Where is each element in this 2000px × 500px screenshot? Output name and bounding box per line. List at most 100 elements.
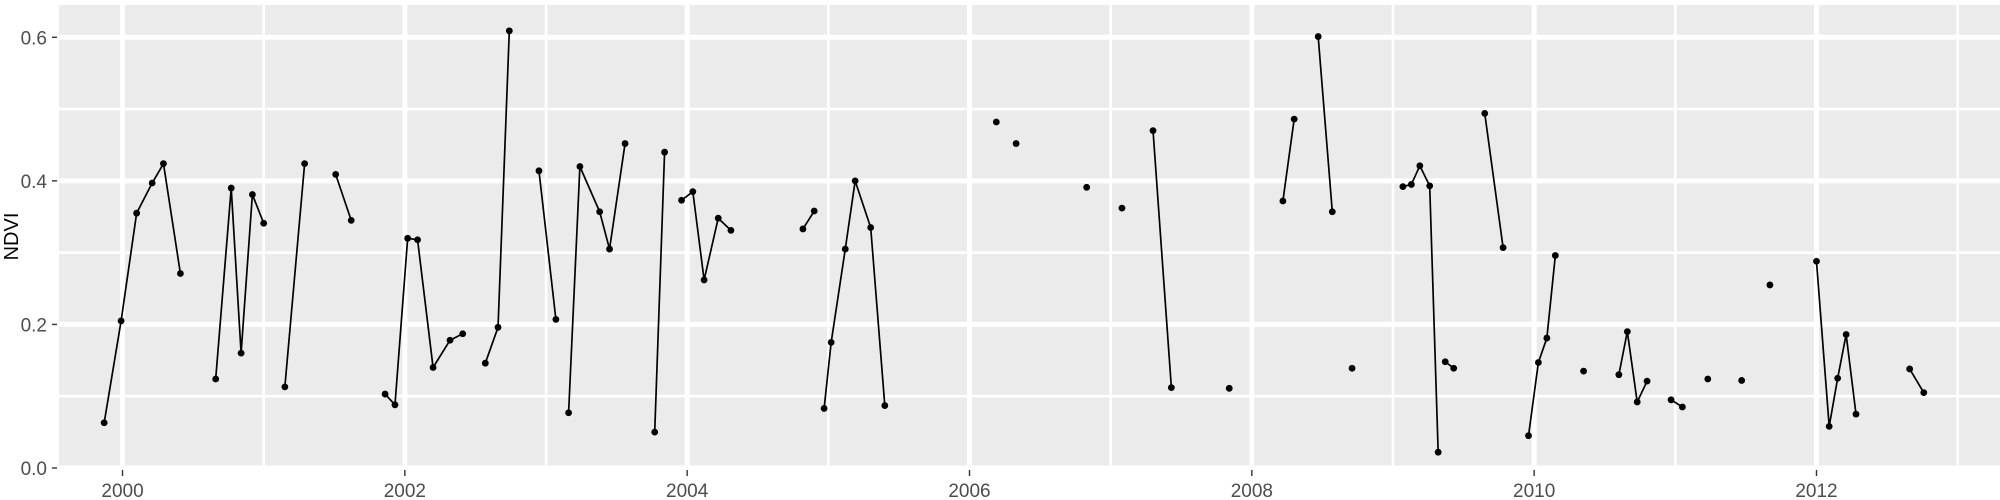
data-point — [117, 317, 125, 325]
data-point — [332, 171, 340, 178]
data-point — [1399, 183, 1407, 191]
y-axis: 0.0 0.2 0.4 0.6 — [21, 28, 57, 480]
data-point — [1450, 364, 1458, 372]
data-point — [820, 405, 828, 412]
data-point — [1543, 334, 1551, 342]
data-point — [535, 167, 543, 175]
data-point — [1499, 244, 1507, 252]
x-axis-tick-label: 2002 — [384, 481, 426, 500]
data-point — [494, 323, 502, 331]
data-point — [1279, 197, 1287, 205]
data-point — [1328, 208, 1336, 216]
x-axis-tick-label: 2008 — [1231, 481, 1273, 500]
data-point — [881, 402, 889, 409]
series-line — [103, 162, 182, 424]
data-point — [651, 428, 659, 436]
data-point — [1667, 396, 1675, 404]
data-point — [148, 179, 156, 187]
data-point — [1842, 331, 1850, 338]
data-point — [281, 383, 289, 391]
data-point — [391, 401, 399, 409]
data-point — [621, 140, 629, 147]
data-point — [100, 419, 108, 427]
data-point — [1534, 359, 1542, 366]
x-axis-tick-label: 2012 — [1795, 481, 1837, 500]
data-point — [381, 390, 389, 398]
data-point — [1118, 204, 1126, 212]
data-point — [260, 219, 268, 227]
series-line — [1483, 112, 1504, 249]
y-axis-tick-label: 0.0 — [21, 459, 47, 480]
data-point — [1825, 422, 1833, 430]
series-line — [1152, 129, 1173, 389]
data-point — [714, 214, 722, 222]
data-point — [1766, 281, 1774, 289]
data-point — [827, 338, 835, 346]
panel-background-group — [59, 5, 2000, 468]
data-point — [678, 196, 685, 204]
data-point — [1407, 181, 1415, 188]
data-point — [1441, 358, 1449, 366]
x-axis-tick-label: 2010 — [1513, 481, 1555, 500]
data-point — [301, 160, 309, 168]
series-line — [538, 169, 557, 321]
data-point — [1416, 162, 1424, 170]
data-point — [1314, 33, 1322, 40]
x-axis: 2000 2002 2004 2006 2008 2010 2012 — [101, 470, 1838, 500]
data-point — [565, 409, 572, 417]
data-point — [347, 216, 355, 224]
data-point — [1426, 182, 1434, 190]
data-point — [1852, 410, 1860, 418]
data-point — [1643, 377, 1651, 385]
data-point — [661, 148, 668, 156]
data-point — [446, 336, 454, 344]
data-point — [689, 188, 697, 196]
x-axis-tick-label: 2006 — [948, 481, 990, 500]
data-point — [1551, 252, 1559, 259]
data-point — [1906, 365, 1914, 373]
x-axis-tick-label: 2004 — [666, 481, 709, 500]
x-axis-tick-label: 2000 — [101, 481, 143, 500]
data-point — [1012, 140, 1020, 147]
data-point — [1920, 389, 1928, 397]
plot-panel-background — [59, 5, 2000, 468]
data-point — [414, 236, 421, 244]
data-point — [1738, 377, 1746, 384]
series-line — [284, 162, 306, 388]
data-point — [606, 245, 613, 253]
y-axis-tick-label: 0.4 — [21, 172, 48, 193]
data-point — [727, 227, 735, 234]
major-gridlines — [59, 5, 2000, 471]
data-point — [1167, 384, 1175, 391]
y-axis-title: NDVI — [1, 213, 23, 261]
y-axis-tick-label: 0.2 — [21, 315, 47, 336]
data-point — [505, 27, 513, 35]
series-line — [653, 151, 666, 433]
data-point — [867, 224, 875, 231]
series-line — [823, 180, 886, 410]
data-point — [133, 209, 141, 217]
data-point — [429, 364, 437, 371]
data-point — [992, 118, 1000, 126]
y-axis-tick-label: 0.6 — [21, 28, 47, 49]
data-point — [248, 191, 256, 198]
series-line — [1527, 254, 1557, 437]
data-point — [404, 234, 412, 242]
data-point — [700, 276, 708, 284]
data-point — [1615, 371, 1623, 379]
data-point — [1149, 127, 1157, 135]
data-point — [1348, 364, 1356, 372]
data-point — [1290, 115, 1298, 123]
data-point — [851, 177, 859, 185]
series-line — [802, 210, 816, 230]
data-point — [212, 375, 220, 383]
data-point — [237, 349, 245, 357]
series-line — [1317, 35, 1334, 213]
data-point — [841, 245, 849, 253]
data-point — [810, 207, 818, 215]
data-point — [227, 184, 235, 192]
data-point — [1704, 375, 1712, 383]
data-point — [1525, 432, 1532, 440]
data-point — [1225, 384, 1233, 392]
